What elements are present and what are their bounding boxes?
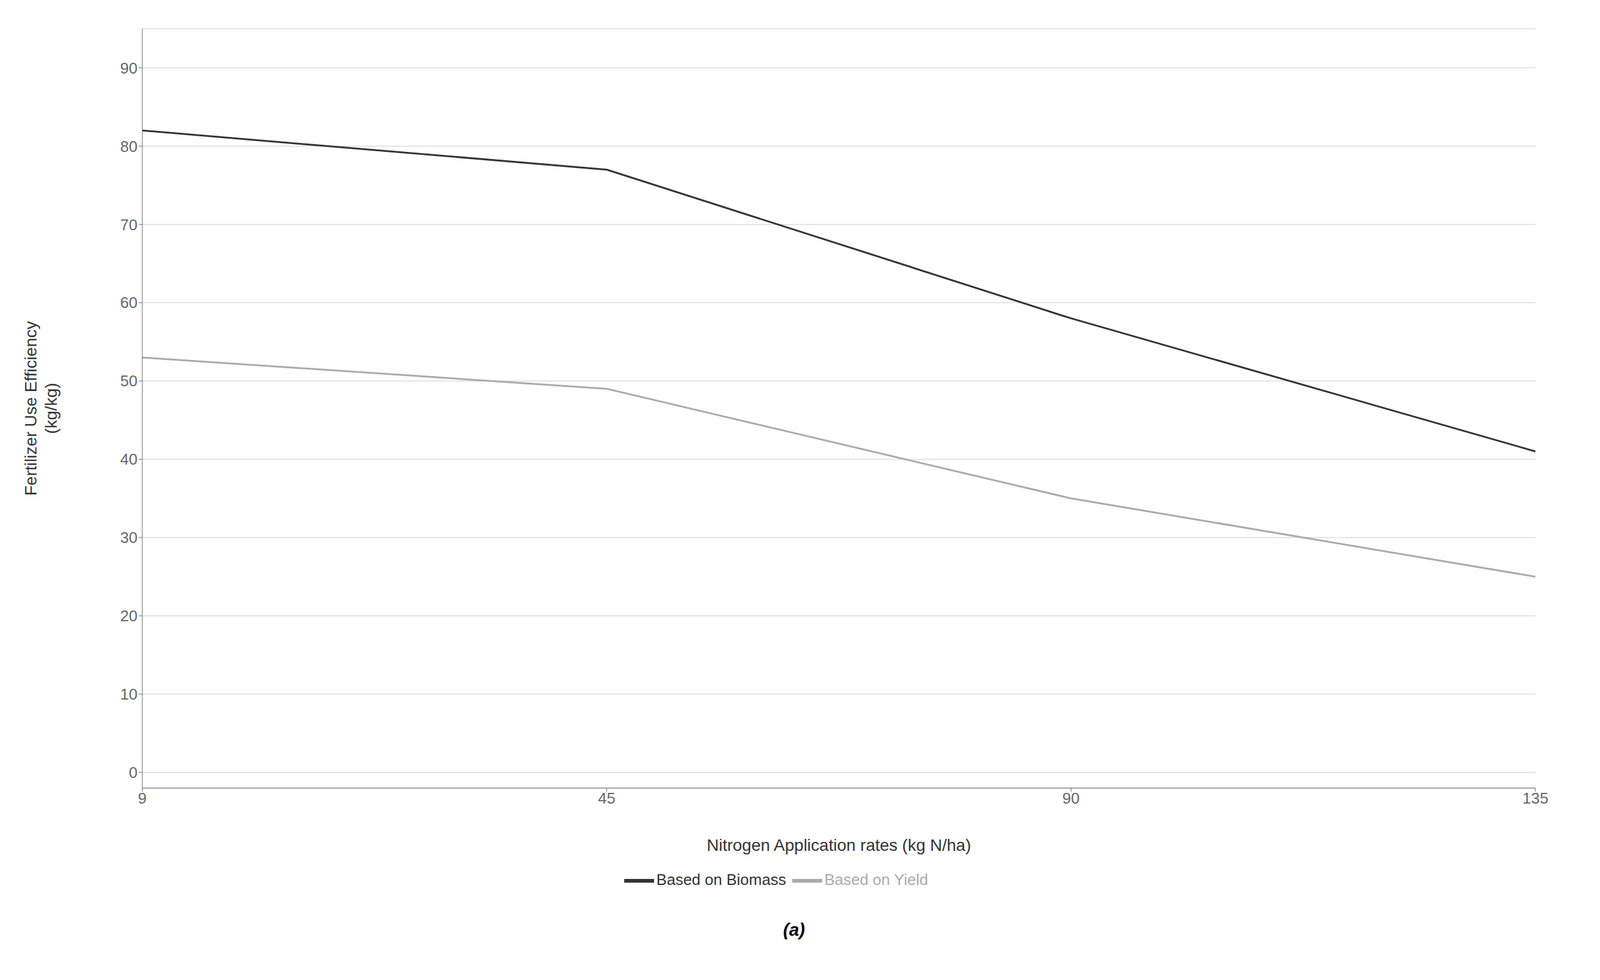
html-text:Based on Yield: Based on Yield	[824, 870, 929, 889]
svg-text:10: 10	[120, 685, 138, 704]
svg-text:45: 45	[597, 789, 616, 808]
svg-text:60: 60	[120, 293, 138, 312]
svg-text:70: 70	[120, 215, 138, 234]
svg-text:90: 90	[1062, 789, 1080, 808]
svg-text:0: 0	[129, 763, 138, 782]
svg-text:135: 135	[1522, 789, 1548, 808]
html-text:(a): (a)	[783, 919, 805, 940]
svg-text:30: 30	[120, 528, 138, 547]
svg-text:90: 90	[120, 59, 138, 78]
html-text:Based on Biomass: Based on Biomass	[656, 870, 787, 889]
svg-text:9: 9	[138, 789, 147, 808]
svg-text:40: 40	[120, 450, 138, 469]
svg-text:Fertilizer Use Efficiency(kg/k: Fertilizer Use Efficiency(kg/kg)	[21, 321, 61, 496]
svg-text:50: 50	[120, 371, 138, 390]
svg-text:Nitrogen Application rates (kg: Nitrogen Application rates (kg N/ha)	[706, 835, 972, 855]
svg-text:20: 20	[120, 606, 138, 625]
svg-text:80: 80	[120, 137, 138, 156]
